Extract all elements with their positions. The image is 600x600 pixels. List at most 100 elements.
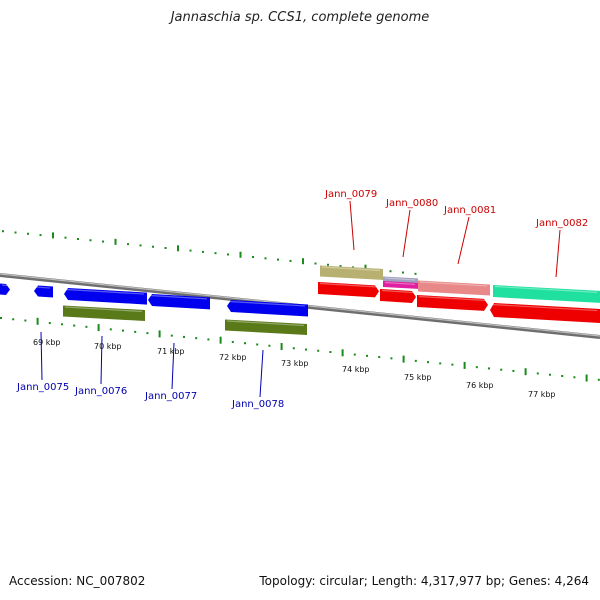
gene-arrow <box>318 282 379 298</box>
tick-mark <box>573 376 576 379</box>
tick-mark <box>164 246 167 249</box>
tick-mark <box>463 361 466 369</box>
tick-mark <box>122 329 124 332</box>
tick-mark <box>0 317 2 319</box>
tick-mark <box>202 250 204 253</box>
tick-mark <box>427 361 429 364</box>
tick-mark <box>102 240 104 243</box>
tick-mark <box>414 272 417 275</box>
tick-mark <box>77 237 79 240</box>
tick-mark <box>500 368 503 371</box>
gene-arrow <box>64 288 147 305</box>
tick-mark <box>339 265 342 268</box>
tick-mark <box>97 324 100 332</box>
tick-mark <box>214 252 217 255</box>
tick-mark <box>12 318 15 321</box>
tick-mark <box>24 319 27 322</box>
tick-mark <box>239 251 242 258</box>
gene-label-above: Jann_0082 <box>535 218 588 229</box>
kbp-label: 75 kbp <box>404 373 432 382</box>
feature-highlight <box>384 281 416 286</box>
tick-mark <box>227 253 229 256</box>
tick-mark <box>488 367 490 370</box>
kbp-label: 71 kbp <box>157 347 185 356</box>
tick-mark <box>475 366 478 369</box>
tick-mark <box>39 234 42 237</box>
feature-highlight <box>35 286 51 289</box>
gene-features <box>0 265 600 336</box>
tick-mark <box>305 348 307 351</box>
tick-mark <box>277 258 279 261</box>
tick-mark <box>252 256 254 259</box>
gene-cds-box <box>63 305 145 322</box>
tick-mark <box>451 363 454 366</box>
gene-arrow <box>380 289 416 303</box>
tick-mark <box>195 337 198 340</box>
tick-mark <box>189 249 192 252</box>
feature-highlight <box>64 306 143 313</box>
leader-line <box>555 229 561 278</box>
gene-cds-box <box>418 280 490 296</box>
gene-arrow <box>227 300 308 317</box>
gene-label-below: Jann_0078 <box>231 399 284 410</box>
tick-mark <box>327 263 329 266</box>
leader-line <box>171 342 175 390</box>
gene-label-above: Jann_0080 <box>385 198 438 209</box>
tick-mark <box>139 244 142 247</box>
tick-mark <box>561 374 564 377</box>
feature-highlight <box>65 288 145 295</box>
kbp-label: 72 kbp <box>219 353 247 362</box>
tick-mark <box>402 271 404 274</box>
tick-mark <box>48 322 51 325</box>
feature-highlight <box>228 300 306 307</box>
tick-mark <box>14 231 17 234</box>
tick-mark <box>314 262 317 265</box>
kbp-label: 76 kbp <box>466 381 494 390</box>
tick-mark <box>231 340 234 343</box>
tick-mark <box>364 264 367 271</box>
tick-mark <box>341 349 344 357</box>
tick-mark <box>207 338 210 341</box>
feature-highlight <box>149 294 208 300</box>
tick-mark <box>512 369 515 372</box>
tick-mark <box>585 374 588 382</box>
leader-line <box>259 349 264 398</box>
tick-mark <box>289 259 292 262</box>
kbp-label: 69 kbp <box>33 338 61 347</box>
kbp-labels: 69 kbp 70 kbp 71 kbp 72 kbp 73 kbp 74 kbp 75 k… <box>33 338 556 399</box>
gene-cds-box <box>383 281 418 289</box>
feature-highlight <box>381 289 414 294</box>
tick-mark <box>36 317 39 325</box>
kbp-label: 73 kbp <box>281 359 309 368</box>
tick-mark <box>52 232 54 239</box>
feature-highlight <box>1 284 8 287</box>
gene-label-below: Jann_0075 <box>16 382 69 393</box>
tick-mark <box>597 378 600 381</box>
tick-mark <box>73 324 76 327</box>
tick-mark <box>177 245 179 252</box>
tick-mark <box>280 342 283 350</box>
feature-highlight <box>419 281 488 287</box>
leader-line <box>402 209 411 258</box>
tick-mark <box>2 230 4 233</box>
tick-mark <box>256 343 259 346</box>
tick-mark <box>146 332 149 335</box>
tick-mark <box>524 368 527 376</box>
feature-highlight <box>418 295 486 302</box>
gene-cds-box <box>320 265 383 280</box>
leader-line <box>40 331 43 381</box>
feature-highlight <box>384 277 416 281</box>
kbp-label: 70 kbp <box>94 342 122 351</box>
gene-label-below: Jann_0077 <box>144 391 197 402</box>
tick-mark <box>170 334 173 337</box>
tick-mark <box>114 238 117 245</box>
gene-arrow <box>490 303 600 324</box>
tick-mark <box>439 362 442 365</box>
gene-label-above: Jann_0081 <box>443 205 496 216</box>
map-title: Jannaschia sp. CCS1, complete genome <box>170 10 430 25</box>
leader-line <box>457 216 470 265</box>
feature-highlight <box>226 320 305 327</box>
tick-mark <box>244 342 246 345</box>
tick-mark <box>27 232 29 235</box>
